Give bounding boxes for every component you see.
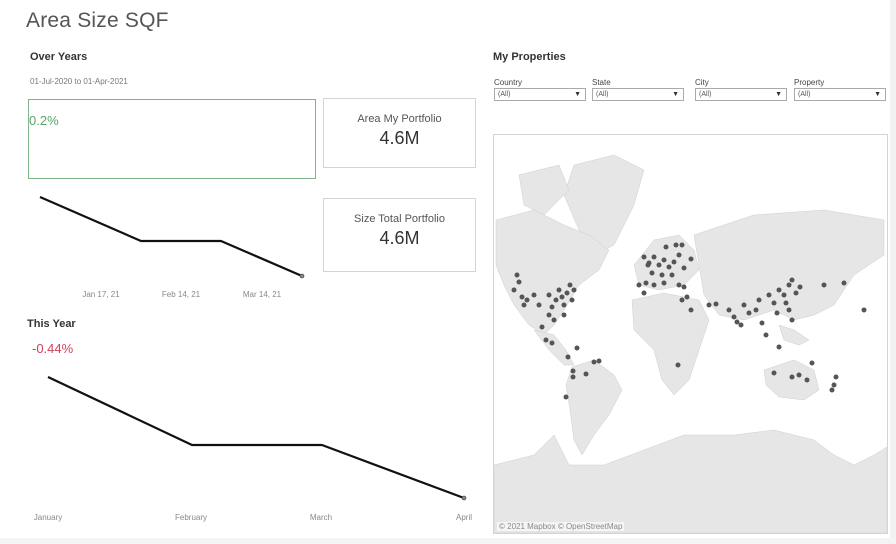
over-years-title: Over Years: [30, 51, 88, 63]
this-year-change-pct: -0.44%: [32, 341, 74, 356]
map-attribution[interactable]: © 2021 Mapbox © OpenStreetMap: [497, 522, 625, 531]
dropdown-caret-icon[interactable]: ▼: [574, 91, 581, 98]
country-dropdown[interactable]: (All) ▼: [494, 88, 586, 101]
this-year-line-chart[interactable]: [20, 360, 480, 510]
dropdown-value: (All): [798, 91, 811, 98]
property-points[interactable]: [511, 242, 867, 400]
bottom-edge: [0, 538, 896, 544]
this-year-title: This Year: [27, 318, 76, 330]
filter-country: Country (All) ▼: [494, 78, 586, 101]
state-dropdown[interactable]: (All) ▼: [592, 88, 684, 101]
over-years-change-pct: 0.2%: [29, 113, 59, 128]
property-dropdown[interactable]: (All) ▼: [794, 88, 886, 101]
dropdown-value: (All): [699, 91, 712, 98]
filter-property: Property (All) ▼: [794, 78, 886, 101]
date-range: 01-Jul-2020 to 01-Apr-2021: [30, 77, 128, 86]
kpi-label: Size Total Portfolio: [354, 213, 445, 225]
dropdown-value: (All): [596, 91, 609, 98]
right-scroll-edge: [890, 0, 896, 544]
filter-city: City (All) ▼: [695, 78, 787, 101]
change-indicator-box: 0.2%: [28, 99, 316, 179]
dropdown-caret-icon[interactable]: ▼: [874, 91, 881, 98]
axis-tick-jan17: Jan 17, 21: [82, 290, 120, 299]
filter-state: State (All) ▼: [592, 78, 684, 101]
my-properties-title: My Properties: [493, 51, 566, 63]
kpi-value: 4.6M: [379, 128, 420, 148]
axis-tick-feb14: Feb 14, 21: [161, 290, 201, 299]
axis-tick-january: January: [33, 513, 63, 522]
filter-label: Country: [494, 78, 523, 87]
world-map[interactable]: [494, 135, 887, 533]
last-point-marker[interactable]: [461, 495, 467, 501]
axis-tick-march: March: [309, 513, 333, 522]
city-dropdown[interactable]: (All) ▼: [695, 88, 787, 101]
kpi-label: Area My Portfolio: [357, 113, 442, 125]
kpi-card-area-my-portfolio: Area My Portfolio 4.6M: [323, 98, 476, 168]
axis-tick-february: February: [174, 513, 208, 522]
filter-label: State: [592, 78, 611, 87]
dropdown-caret-icon[interactable]: ▼: [775, 91, 782, 98]
dropdown-value: (All): [498, 91, 511, 98]
properties-map[interactable]: © 2021 Mapbox © OpenStreetMap: [493, 134, 888, 534]
over-years-line-chart[interactable]: [20, 185, 320, 285]
over-years-line: [39, 195, 303, 278]
kpi-card-size-total-portfolio: Size Total Portfolio 4.6M: [323, 198, 476, 272]
axis-tick-april: April: [455, 513, 473, 522]
page-title: Area Size SQF: [26, 9, 169, 32]
land-masses: [494, 154, 887, 533]
axis-tick-mar14: Mar 14, 21: [242, 290, 282, 299]
kpi-value: 4.6M: [379, 228, 420, 248]
last-point-marker[interactable]: [299, 273, 305, 279]
filter-label: Property: [794, 78, 825, 87]
dropdown-caret-icon[interactable]: ▼: [672, 91, 679, 98]
this-year-line: [47, 376, 465, 500]
filter-label: City: [695, 78, 709, 87]
